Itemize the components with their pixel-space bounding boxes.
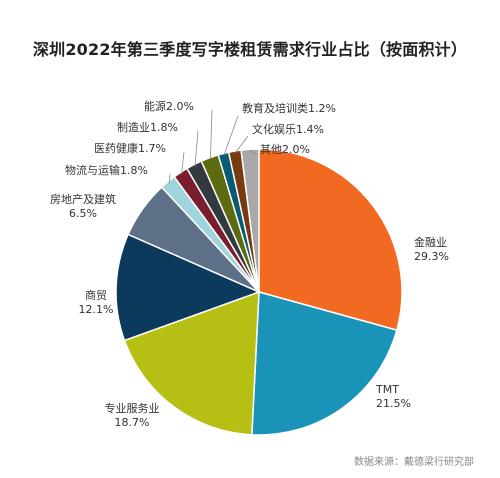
chart-title: 深圳2022年第三季度写字楼租赁需求行业占比（按面积计） [32, 40, 468, 59]
slice-label-6: 医药健康1.7% [94, 141, 166, 155]
slice-name-label-3: 商贸 [85, 288, 107, 302]
source-note: 数据来源：戴德梁行研究部 [354, 457, 474, 468]
leader-line-5 [168, 173, 171, 184]
slice-value-label-1: 21.5% [376, 397, 411, 410]
leader-line-9 [223, 115, 239, 156]
slice-1 [251, 291, 398, 436]
slice-label-11: 其他2.0% [260, 143, 310, 156]
slice-2 [123, 290, 260, 436]
leader-line-7 [194, 130, 199, 167]
slice-11 [240, 148, 260, 293]
slice-name-label-1: TMT [375, 383, 399, 396]
leader-line-6 [181, 151, 185, 175]
slice-0 [258, 148, 403, 332]
leader-line-10 [234, 135, 249, 154]
slice-label-5: 物流与运输1.8% [65, 163, 148, 177]
slice-label-10: 文化娱乐1.4% [252, 122, 324, 136]
slice-name-label-0: 金融业 [414, 235, 447, 249]
slice-label-9: 教育及培训类1.2% [242, 101, 336, 115]
slice-value-label-4: 6.5% [69, 207, 97, 220]
leader-line-11 [249, 150, 257, 155]
slice-name-label-4: 房地产及建筑 [50, 192, 116, 206]
slice-label-8: 能源2.0% [144, 99, 194, 113]
slice-value-label-2: 18.7% [115, 416, 150, 429]
leader-line-8 [210, 109, 213, 160]
leader-lines [168, 109, 257, 184]
slice-name-label-2: 专业服务业 [105, 401, 160, 415]
slice-value-label-3: 12.1% [79, 303, 114, 316]
pie-slices [115, 148, 403, 436]
slice-label-7: 制造业1.8% [117, 120, 178, 134]
slice-value-label-0: 29.3% [414, 250, 449, 263]
slice-3 [115, 233, 262, 342]
